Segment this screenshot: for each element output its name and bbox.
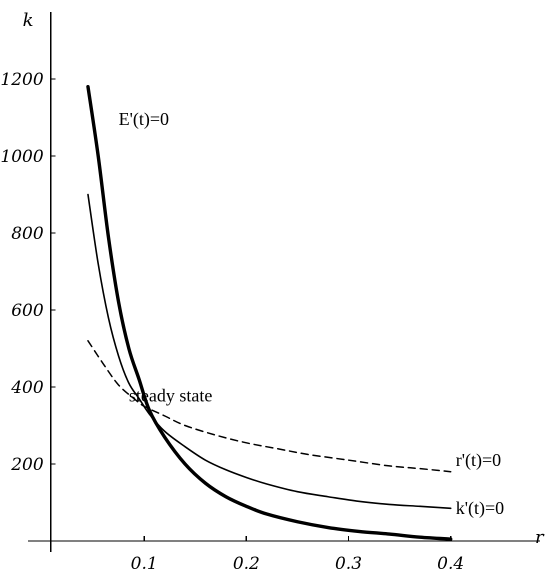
y-tick-label: 800	[11, 224, 44, 244]
x-tick-label: 0.3	[335, 554, 362, 574]
annotation-label: E'(t)=0	[119, 109, 169, 130]
y-tick-label: 200	[10, 455, 44, 475]
x-tick-label: 0.1	[131, 554, 158, 574]
axes: kr	[23, 10, 545, 552]
series-line-3	[87, 340, 452, 473]
y-tick-label: 600	[11, 301, 44, 321]
y-tick-label: 400	[10, 378, 44, 398]
x-axis-title: r	[535, 527, 545, 548]
y-tick-label: 1000	[0, 147, 43, 167]
annotation-label: r'(t)=0	[456, 450, 501, 471]
series-line-1	[86, 85, 453, 541]
y-tick-label: 1200	[0, 70, 43, 90]
annotations: E'(t)=0 steady state r'(t)=0 k'(t)=0	[119, 109, 505, 519]
annotation-label: k'(t)=0	[456, 498, 504, 519]
series-line-2	[87, 193, 452, 510]
ticks: 0.1 0.2 0.3 0.4 200 400 600 800 1000 1200	[0, 70, 464, 574]
y-axis-title: k	[23, 10, 34, 31]
x-tick-label: 0.2	[233, 554, 260, 574]
series-lines	[86, 85, 453, 541]
annotation-label: steady state	[129, 386, 212, 406]
x-tick-label: 0.4	[437, 554, 464, 574]
